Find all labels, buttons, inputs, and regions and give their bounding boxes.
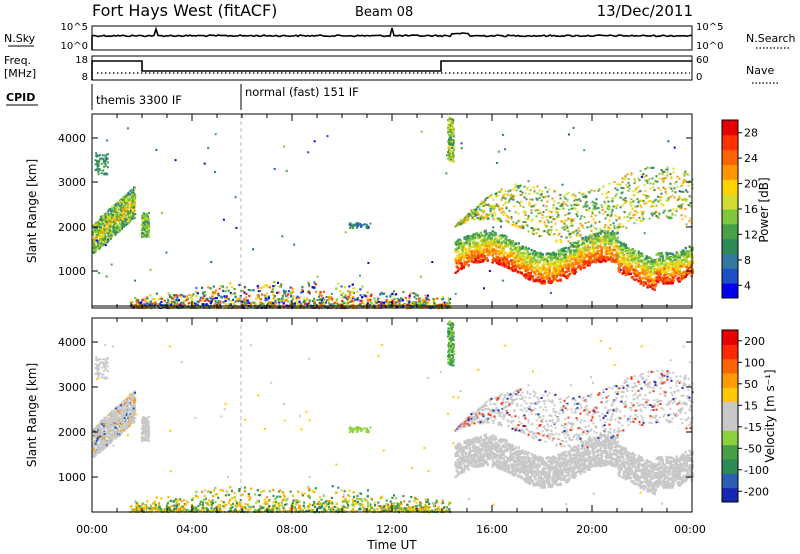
xtick-0: 00:00 — [76, 523, 108, 536]
power-ytick-2000: 2000 — [58, 221, 86, 234]
cpid-label: CPID — [6, 91, 35, 104]
freq-unit-label: [MHz] — [4, 67, 36, 80]
colorbar-swatch — [722, 430, 738, 446]
colorbar-tick-label: -50 — [744, 442, 762, 455]
freq-tick-bottom: 8 — [82, 72, 88, 83]
date-label: 13/Dec/2011 — [597, 2, 693, 20]
nsky-label: N.Sky — [4, 32, 36, 45]
colorbar-tick-label: 24 — [744, 152, 758, 165]
freq-panel-frame — [91, 55, 693, 81]
cpid-segment-1: themis 3300 IF — [96, 93, 182, 107]
colorbar-swatch — [722, 194, 738, 210]
freq-tick-top: 18 — [75, 55, 88, 66]
velocity-colorbar-label: Velocity [m s⁻¹] — [763, 369, 777, 462]
colorbar-swatch — [722, 387, 738, 403]
nsky-trace — [91, 26, 692, 50]
power-colorbar — [722, 120, 738, 299]
power-ytick-3000: 3000 — [58, 176, 86, 189]
xtick-4: 16:00 — [476, 523, 508, 536]
colorbar-tick-label: 8 — [744, 254, 751, 267]
colorbar-tick-label: 20 — [744, 178, 758, 191]
colorbar-tick-label: -100 — [744, 464, 769, 477]
nsky-tick-bottom: 10^0 — [61, 41, 88, 52]
colorbar-swatch — [722, 268, 738, 284]
power-ytick-1000: 1000 — [58, 265, 86, 278]
velocity-colorbar-frame — [721, 329, 739, 503]
nsearch-label: N.Search — [746, 32, 796, 45]
nave-tick-top: 60 — [696, 55, 709, 66]
power-yaxis-ticks — [92, 137, 692, 272]
colorbar-tick-label: 12 — [744, 228, 758, 241]
colorbar-swatch — [722, 358, 738, 374]
power-colorbar-ticks: 4 8 12 16 20 24 28 — [738, 127, 758, 292]
velocity-ytick-4000: 4000 — [58, 336, 86, 349]
xtick-1: 04:00 — [176, 523, 208, 536]
cpid-segment-2: normal (fast) 151 IF — [245, 85, 359, 99]
colorbar-swatch — [722, 120, 738, 136]
power-ylabel: Slant Range [km] — [25, 159, 39, 263]
colorbar-swatch — [722, 344, 738, 360]
colorbar-swatch — [722, 164, 738, 180]
colorbar-swatch — [722, 134, 738, 151]
power-panel-frame — [91, 113, 693, 309]
colorbar-swatch — [722, 330, 738, 345]
colorbar-swatch — [722, 401, 738, 417]
colorbar-swatch — [722, 179, 738, 195]
colorbar-swatch — [722, 373, 738, 388]
colorbar-tick-label: 16 — [744, 203, 758, 216]
velocity-ytick-1000: 1000 — [58, 471, 86, 484]
velocity-panel-frame — [91, 317, 693, 513]
xtick-2: 08:00 — [276, 523, 308, 536]
xtick-3: 12:00 — [376, 523, 408, 536]
colorbar-swatch — [722, 223, 738, 240]
colorbar-tick-label: -200 — [744, 485, 769, 498]
colorbar-swatch — [722, 487, 738, 503]
xtick-5: 20:00 — [576, 523, 608, 536]
colorbar-swatch — [722, 253, 738, 269]
colorbar-tick-label: -15 — [744, 421, 762, 434]
colorbar-swatch — [722, 459, 738, 474]
nave-tick-bottom: 0 — [696, 72, 702, 83]
colorbar-tick-label: 200 — [744, 335, 765, 348]
nsky-tick-top: 10^5 — [61, 22, 88, 33]
velocity-heatmap-cells — [92, 320, 694, 514]
colorbar-swatch — [722, 149, 738, 165]
colorbar-tick-label: 15 — [744, 399, 758, 412]
velocity-ylabel: Slant Range [km] — [25, 363, 39, 467]
colorbar-swatch — [722, 283, 738, 299]
xaxis-tick-marks — [91, 114, 693, 512]
nsearch-tick-top: 10^5 — [696, 22, 723, 33]
chart-title: Fort Hays West (fitACF) — [92, 1, 277, 20]
nsearch-tick-bottom: 10^0 — [696, 41, 723, 52]
power-ytick-4000: 4000 — [58, 132, 86, 145]
colorbar-tick-label: 50 — [744, 378, 758, 391]
power-colorbar-label: Power [dB] — [757, 177, 771, 242]
colorbar-swatch — [722, 238, 738, 254]
xaxis-label: Time UT — [366, 538, 417, 552]
freq-label: Freq. — [4, 54, 31, 67]
nave-label: Nave — [746, 64, 774, 77]
power-heatmap-cells — [92, 116, 694, 310]
colorbar-swatch — [722, 444, 738, 460]
colorbar-tick-label: 4 — [744, 279, 751, 292]
colorbar-swatch — [722, 473, 738, 489]
velocity-colorbar-ticks: 200 100 50 15 -15 -50 -100 -200 — [738, 335, 769, 498]
colorbar-tick-label: 100 — [744, 356, 765, 369]
colorbar-tick-label: 28 — [744, 127, 758, 140]
velocity-ytick-2000: 2000 — [58, 426, 86, 439]
xtick-6: 00:00 — [674, 523, 706, 536]
velocity-colorbar — [722, 330, 738, 503]
colorbar-swatch — [722, 416, 738, 431]
beam-label: Beam 08 — [355, 5, 413, 20]
freq-trace — [91, 60, 692, 80]
velocity-yaxis-ticks — [92, 341, 692, 478]
colorbar-swatch — [722, 209, 738, 225]
velocity-ytick-3000: 3000 — [58, 381, 86, 394]
